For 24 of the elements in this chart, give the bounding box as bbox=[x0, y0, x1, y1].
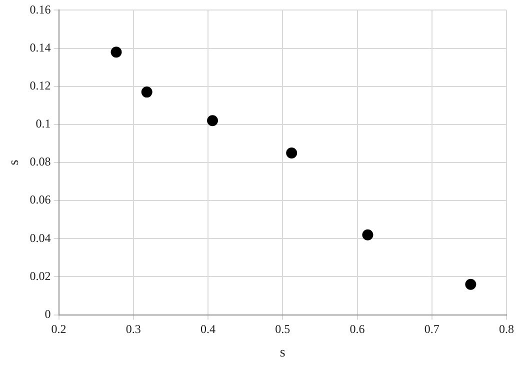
point bbox=[286, 147, 298, 158]
point bbox=[207, 115, 218, 126]
y-tick-label: 0 bbox=[44, 306, 51, 321]
x-tick-label: 0.3 bbox=[126, 322, 141, 336]
y-tick-label: 0.06 bbox=[30, 192, 51, 207]
x-tick-label: 0.4 bbox=[200, 322, 216, 336]
y-tick-label: 0.14 bbox=[30, 40, 51, 54]
x-tick-label: 0.8 bbox=[499, 322, 514, 336]
x-tick-label: 0.7 bbox=[424, 322, 440, 336]
point bbox=[362, 229, 374, 240]
y-tick-label: 0.08 bbox=[30, 154, 51, 169]
x-tick-label: 0.6 bbox=[350, 322, 365, 336]
y-tick-label: 0.16 bbox=[30, 2, 51, 16]
x-tick-label: 0.5 bbox=[275, 322, 290, 336]
x-tick-label: 0.2 bbox=[51, 322, 66, 336]
point bbox=[110, 46, 122, 58]
y-tick-label: 0.02 bbox=[30, 268, 51, 283]
y-tick-label: 0.1 bbox=[36, 116, 51, 131]
point bbox=[465, 278, 476, 290]
x-axis-title: s bbox=[280, 345, 286, 360]
point bbox=[141, 86, 152, 98]
y-tick-label: 0.04 bbox=[30, 230, 51, 245]
y-axis-title: s bbox=[7, 160, 22, 166]
y-tick-label: 0.12 bbox=[30, 78, 51, 93]
